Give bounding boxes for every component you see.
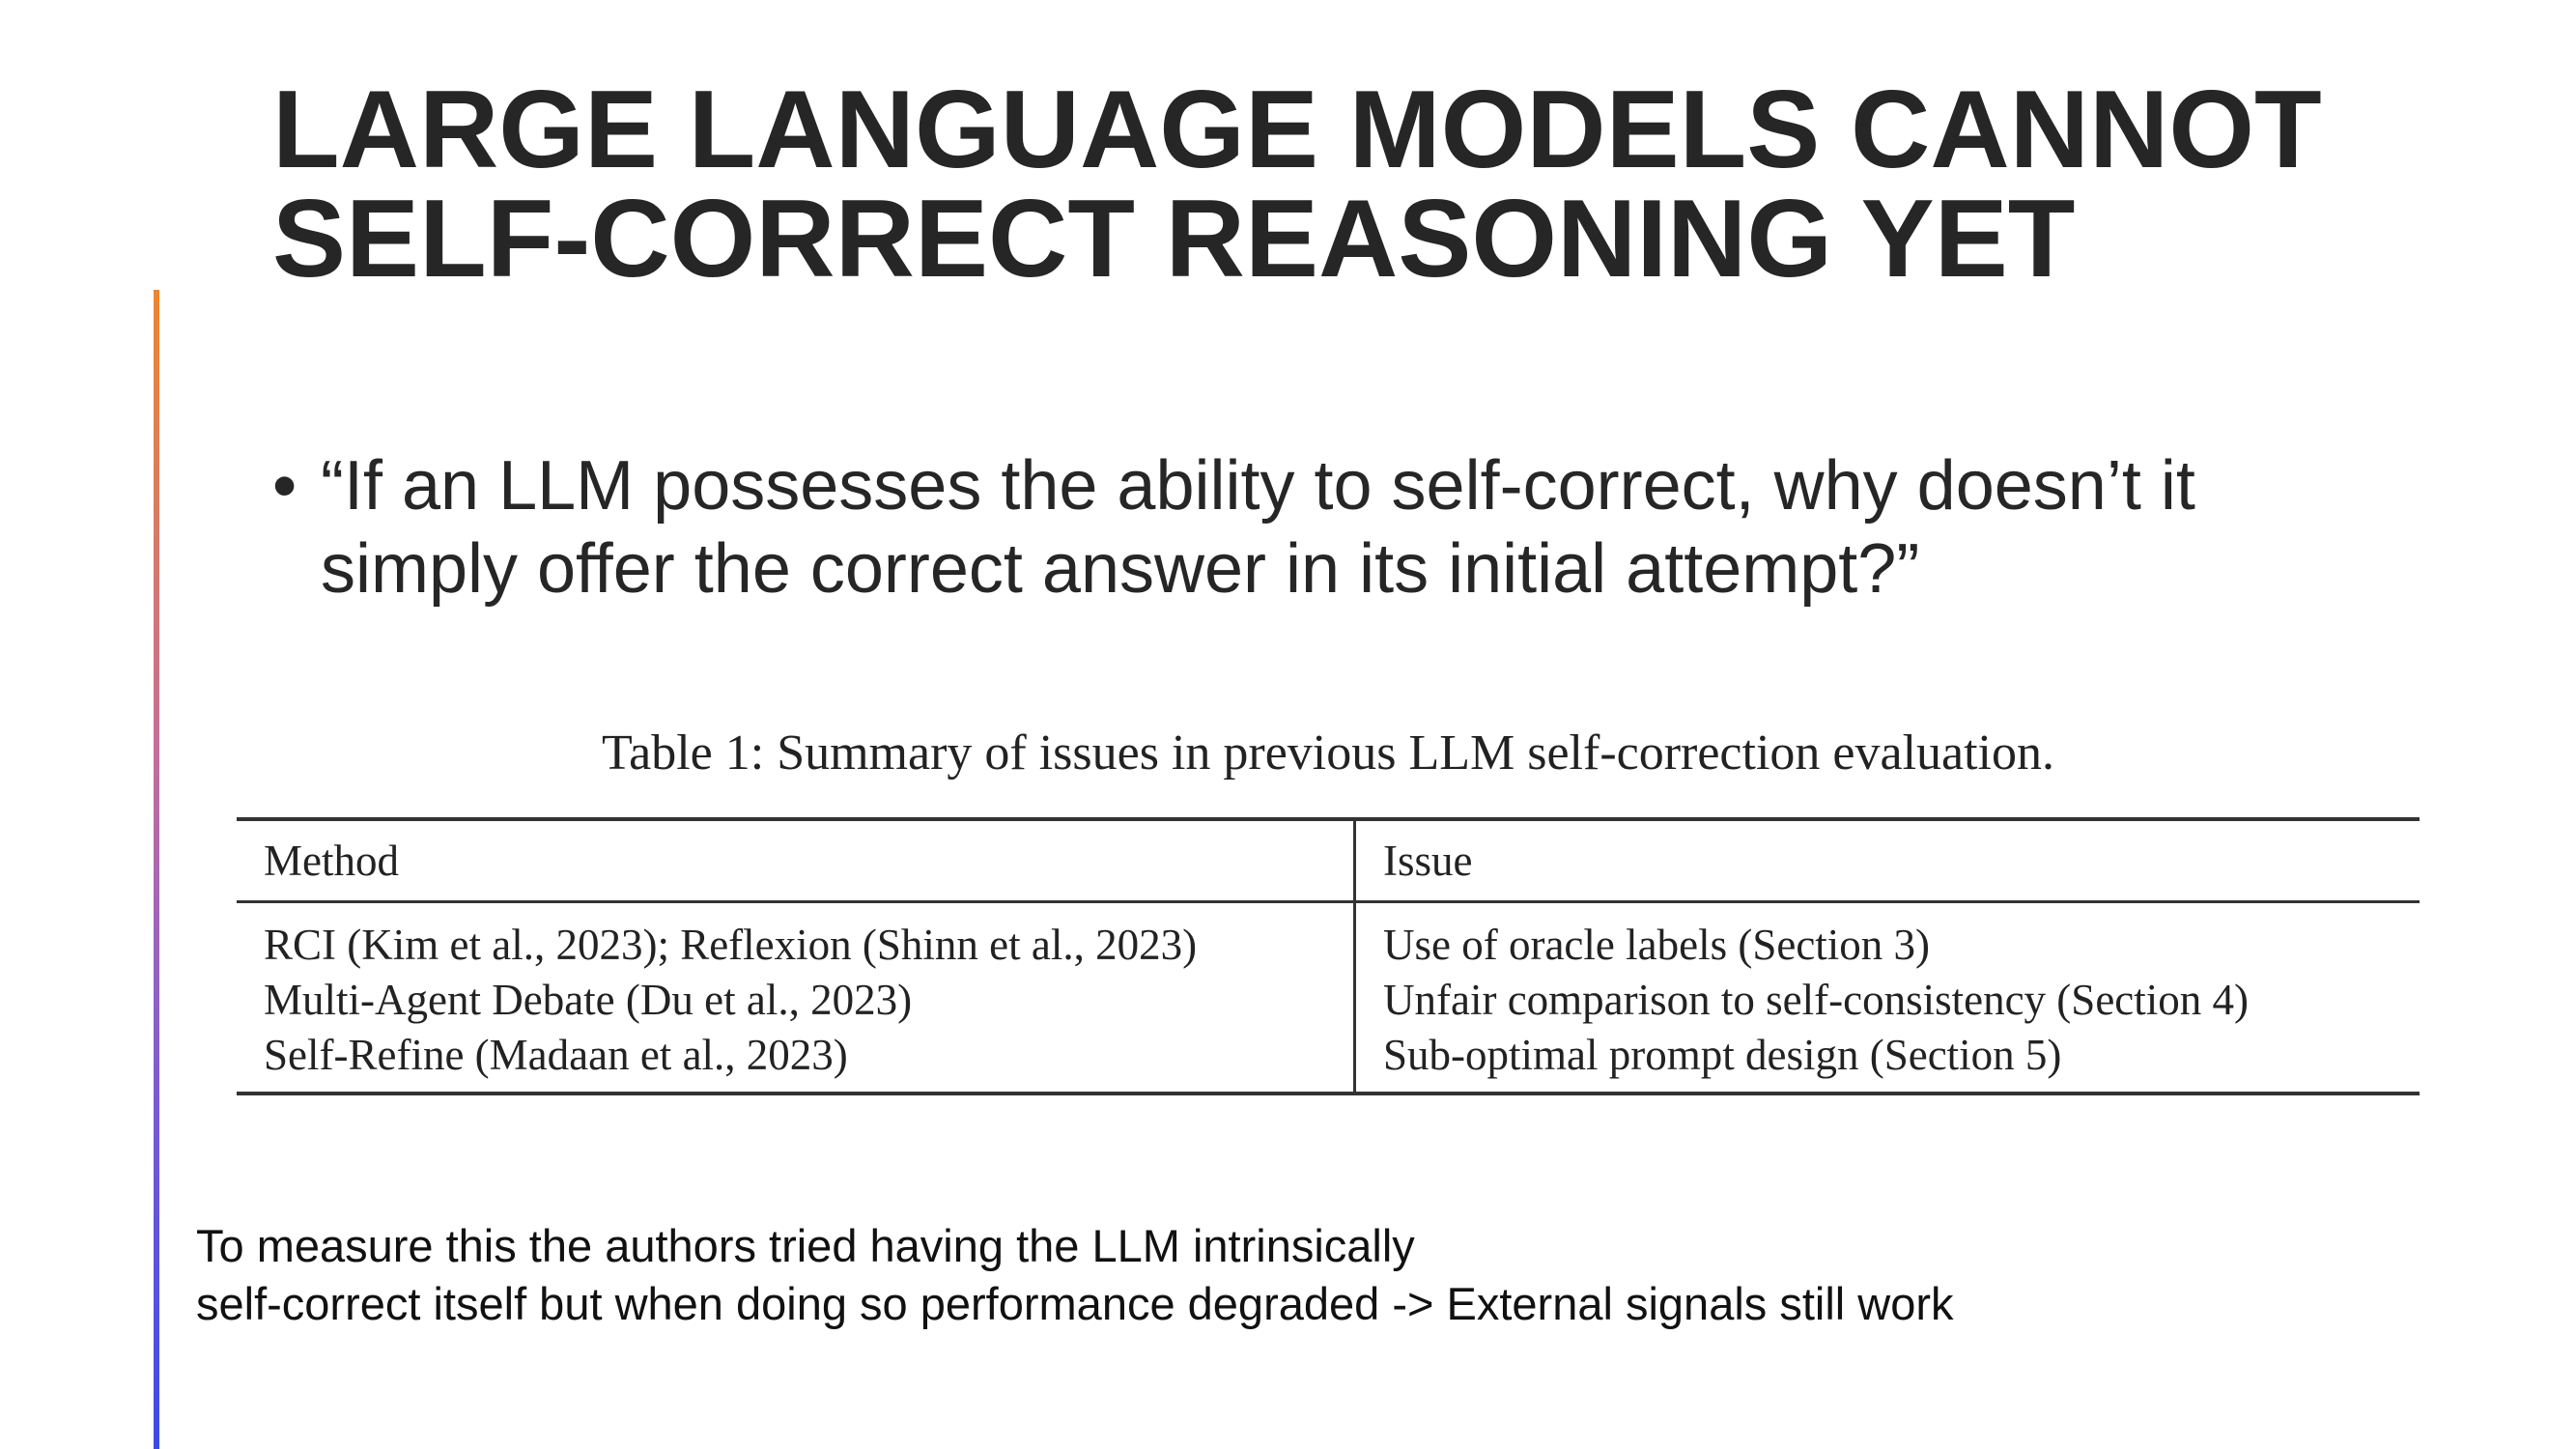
bullet-quote: • “If an LLM possesses the ability to se…	[272, 444, 2494, 611]
cell-issue: Unfair comparison to self-consistency (S…	[1383, 975, 2250, 1024]
note-line-2: self-correct itself but when doing so pe…	[196, 1278, 1954, 1329]
bullet-line-2: simply offer the correct answer in its i…	[321, 530, 1920, 608]
table-row: Multi-Agent Debate (Du et al., 2023) Unf…	[237, 972, 2420, 1027]
cell-method: Self-Refine (Madaan et al., 2023)	[237, 1027, 1356, 1094]
cell-method: Multi-Agent Debate (Du et al., 2023)	[237, 972, 1356, 1027]
note-line-1: To measure this the authors tried having…	[196, 1220, 1415, 1271]
table-caption: Table 1: Summary of issues in previous L…	[602, 725, 2054, 781]
accent-bar	[154, 290, 159, 1449]
bullet-marker: •	[272, 447, 297, 525]
slide-title-line-1: LARGE LANGUAGE MODELS CANNOT	[272, 69, 2322, 191]
table-row: Self-Refine (Madaan et al., 2023) Sub-op…	[237, 1027, 2420, 1094]
issues-table: Method Issue RCI (Kim et al., 2023); Ref…	[237, 817, 2420, 1095]
table-header-row: Method Issue	[237, 819, 2420, 902]
bullet-line-1: “If an LLM possesses the ability to self…	[321, 447, 2195, 525]
speaker-note: To measure this the authors tried having…	[196, 1217, 2514, 1333]
cell-issue: Sub-optimal prompt design (Section 5)	[1383, 1030, 2062, 1079]
slide-title-line-2: SELF-CORRECT REASONING YET	[272, 178, 2076, 300]
header-issue: Issue	[1383, 837, 1473, 885]
cell-method: RCI (Kim et al., 2023); Reflexion (Shinn…	[237, 901, 1356, 972]
header-method: Method	[237, 819, 1356, 902]
table-row: RCI (Kim et al., 2023); Reflexion (Shinn…	[237, 901, 2420, 972]
slide-title: LARGE LANGUAGE MODELS CANNOT SELF-CORREC…	[272, 69, 2494, 300]
cell-issue: Use of oracle labels (Section 3)	[1383, 920, 1931, 969]
